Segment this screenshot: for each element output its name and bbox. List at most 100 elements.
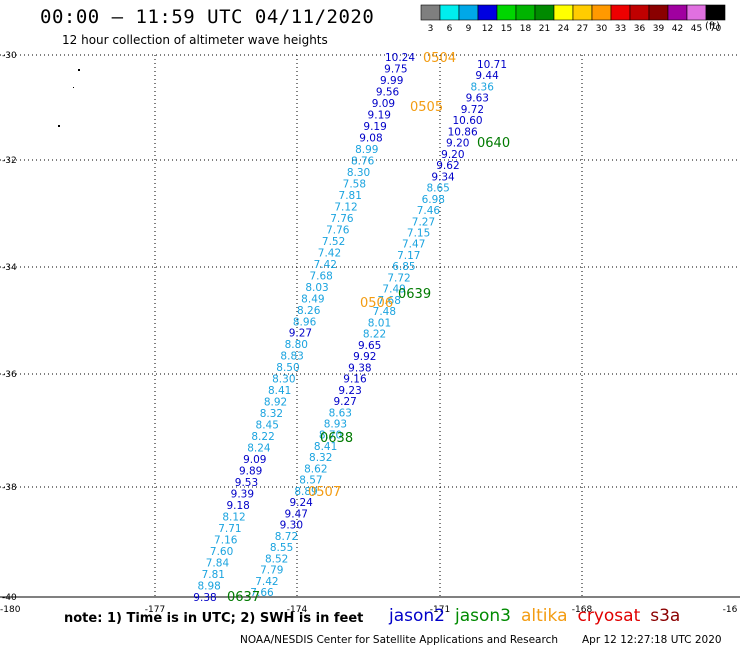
wave-height-value: 7.46 bbox=[417, 205, 441, 217]
wave-height-value: 9.09 bbox=[243, 454, 266, 466]
scale-swatch bbox=[610, 4, 631, 21]
wave-height-value: 8.80 bbox=[285, 339, 308, 351]
satellite-legend-item: jason2 bbox=[389, 606, 445, 626]
satellite-legend-item: altika bbox=[521, 606, 568, 626]
wave-height-value: 10.24 bbox=[385, 52, 415, 64]
altimeter-tracks: 10.249.759.999.569.099.199.199.088.998.7… bbox=[193, 52, 507, 604]
page-title: 00:00 – 11:59 UTC 04/11/2020 bbox=[40, 6, 375, 28]
wave-height-value: 8.65 bbox=[426, 183, 449, 195]
wave-height-value: 8.41 bbox=[314, 441, 337, 453]
wave-height-value: 9.65 bbox=[358, 340, 381, 352]
wave-height-value: 9.19 bbox=[363, 121, 386, 133]
wave-height-value: 8.22 bbox=[251, 431, 274, 443]
wave-height-value: 7.49 bbox=[382, 284, 405, 296]
scale-label: 42 bbox=[672, 24, 683, 34]
wave-height-value: 9.27 bbox=[289, 328, 312, 340]
lat-label: -34 bbox=[2, 263, 17, 273]
wave-height-value: 9.38 bbox=[348, 362, 371, 374]
wave-height-value: 9.53 bbox=[235, 477, 258, 489]
lat-label: -40 bbox=[2, 593, 17, 603]
scale-label: 6 bbox=[447, 24, 453, 34]
scale-swatch bbox=[648, 4, 669, 21]
scale-label: 21 bbox=[539, 24, 550, 34]
wave-height-value: 8.36 bbox=[471, 81, 495, 93]
wave-height-value: 7.81 bbox=[339, 190, 362, 202]
wave-height-value: 7.15 bbox=[407, 228, 430, 240]
wave-height-value: 9.34 bbox=[431, 171, 455, 183]
wave-height-value: 9.92 bbox=[353, 351, 376, 363]
pass-label: 0640 bbox=[477, 136, 510, 151]
lat-label: -38 bbox=[2, 483, 17, 493]
wave-height-value: 7.68 bbox=[309, 270, 332, 282]
wave-height-value: 9.99 bbox=[380, 75, 403, 87]
wave-height-value: 9.19 bbox=[368, 109, 391, 121]
wave-height-value: 9.72 bbox=[461, 104, 484, 116]
wave-height-value: 8.30 bbox=[272, 374, 295, 386]
satellite-legend-item: s3a bbox=[650, 606, 681, 626]
wave-height-value: 10.71 bbox=[477, 59, 507, 71]
wave-height-value: 8.83 bbox=[280, 351, 303, 363]
wave-height-value: 8.63 bbox=[329, 407, 352, 419]
lon-label: -16 bbox=[723, 605, 738, 615]
lon-label: -180 bbox=[0, 605, 21, 615]
wave-height-value: 7.76 bbox=[330, 213, 354, 225]
scale-swatch bbox=[534, 4, 555, 21]
wave-height-value: 9.39 bbox=[231, 489, 254, 501]
wave-height-value: 9.62 bbox=[436, 160, 459, 172]
wave-height-value: 7.12 bbox=[334, 201, 357, 213]
page-subtitle: 12 hour collection of altimeter wave hei… bbox=[62, 33, 328, 47]
wave-height-value: 7.47 bbox=[402, 239, 425, 251]
pass-labels: 0504 0505 0640 0639 0506 0638 0507 0637 bbox=[227, 51, 510, 605]
wave-height-value: 9.89 bbox=[239, 466, 262, 478]
wave-height-value: 7.71 bbox=[218, 523, 241, 535]
footer-note: note: 1) Time is in UTC; 2) SWH is in fe… bbox=[64, 611, 364, 626]
pass-label: 0505 bbox=[410, 100, 443, 115]
scale-label: 9 bbox=[466, 24, 472, 34]
wave-height-value: 8.01 bbox=[368, 317, 391, 329]
credit-line: NOAA/NESDIS Center for Satellite Applica… bbox=[240, 634, 558, 646]
pass-label: 0504 bbox=[423, 51, 456, 66]
wave-height-value: 6.85 bbox=[392, 261, 415, 273]
scale-label: 18 bbox=[520, 24, 532, 34]
wave-height-value: 9.24 bbox=[289, 497, 313, 509]
generated-timestamp: Apr 12 12:27:18 UTC 2020 bbox=[582, 634, 722, 646]
wave-height-value: 7.76 bbox=[326, 224, 350, 236]
lon-label: -168 bbox=[572, 605, 593, 615]
wave-height-value: 10.86 bbox=[448, 126, 478, 138]
pass-label: 0506 bbox=[360, 296, 393, 311]
wave-height-value: 7.79 bbox=[260, 565, 283, 577]
wave-height-value: 8.98 bbox=[197, 581, 220, 593]
scale-label: 12 bbox=[482, 24, 493, 34]
wave-height-value: 8.62 bbox=[304, 463, 327, 475]
wave-height-value: 9.16 bbox=[343, 374, 367, 386]
wave-height-value: 8.55 bbox=[270, 542, 293, 554]
lat-lon-grid bbox=[0, 54, 740, 598]
wave-height-value: 8.32 bbox=[260, 408, 283, 420]
wave-height-value: 9.27 bbox=[333, 396, 356, 408]
wave-height-value: 8.70 bbox=[319, 430, 342, 442]
wave-height-value: 8.45 bbox=[256, 420, 279, 432]
lat-label: -36 bbox=[2, 370, 17, 380]
scale-label: 33 bbox=[615, 24, 626, 34]
wave-height-value: 8.76 bbox=[351, 155, 375, 167]
wave-height-value: 8.26 bbox=[297, 305, 321, 317]
scale-label: 45 bbox=[691, 24, 702, 34]
wave-height-value: 7.84 bbox=[206, 558, 230, 570]
wave-height-value: 8.57 bbox=[299, 475, 322, 487]
wave-height-value: 8.22 bbox=[363, 329, 386, 341]
wave-height-value: 7.81 bbox=[202, 569, 225, 581]
scale-swatch bbox=[439, 4, 460, 21]
satellite-legend-item: cryosat bbox=[577, 606, 641, 626]
scale-swatch bbox=[458, 4, 479, 21]
wave-height-value: 9.18 bbox=[226, 500, 249, 512]
wave-height-value: 9.63 bbox=[466, 93, 489, 105]
lon-label: -171 bbox=[430, 605, 450, 615]
satellite-legend-item: jason3 bbox=[455, 606, 511, 626]
wave-height-value: 6.98 bbox=[422, 194, 445, 206]
wave-height-value: 9.09 bbox=[372, 98, 395, 110]
scale-swatch bbox=[629, 4, 650, 21]
lat-label: -32 bbox=[2, 156, 17, 166]
wave-height-value: 7.48 bbox=[373, 306, 396, 318]
wave-height-value: 9.08 bbox=[359, 132, 382, 144]
pass-label: 0638 bbox=[320, 431, 353, 446]
